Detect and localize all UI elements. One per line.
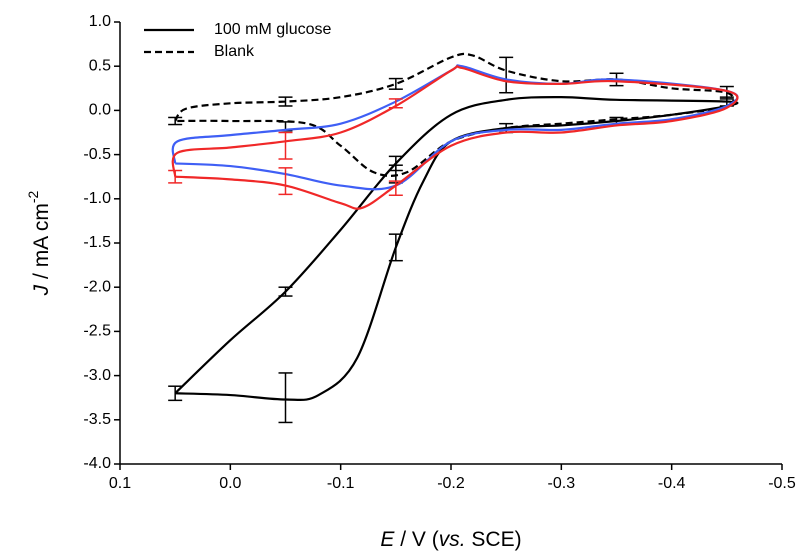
legend-label: 100 mM glucose <box>214 21 331 38</box>
line <box>174 52 735 177</box>
x-tick-label: -0.2 <box>437 475 465 492</box>
error-bar <box>388 98 403 109</box>
y-tick-label: -0.5 <box>83 146 111 163</box>
line <box>171 65 739 210</box>
error-bar <box>278 96 293 107</box>
y-tick-label: 1.0 <box>89 13 111 30</box>
error-bar <box>278 372 293 424</box>
x-tick-label: 0.1 <box>109 475 131 492</box>
y-tick-label: -2.0 <box>83 278 111 295</box>
error-bar <box>278 131 293 160</box>
error-bar <box>278 167 293 196</box>
x-tick-label: -0.4 <box>658 475 686 492</box>
x-tick-label: -0.1 <box>327 475 355 492</box>
error-bar <box>719 85 734 100</box>
error-bar <box>168 169 183 184</box>
error-bar <box>278 286 293 297</box>
error-bar <box>168 385 183 402</box>
y-tick-label: -1.5 <box>83 234 111 251</box>
x-axis-label: E / V (vs. SCE) <box>380 528 521 551</box>
y-tick-label: -3.5 <box>83 411 111 428</box>
error-bar <box>499 56 514 94</box>
y-tick-label: 0.5 <box>89 57 111 74</box>
y-tick-label: -4.0 <box>83 455 111 472</box>
error-bar <box>388 77 403 90</box>
error-bar <box>388 233 403 262</box>
y-axis-label: J / mA cm-2 <box>25 190 53 296</box>
y-tick-label: 0.0 <box>89 102 111 119</box>
y-tick-label: -2.5 <box>83 323 111 340</box>
legend-label: Blank <box>214 43 255 60</box>
x-tick-label: -0.3 <box>548 475 576 492</box>
x-tick-label: -0.5 <box>768 475 796 492</box>
y-tick-label: -1.0 <box>83 190 111 207</box>
error-bar <box>388 180 403 197</box>
error-bar <box>168 116 183 126</box>
x-tick-label: 0.0 <box>219 475 241 492</box>
y-tick-label: -3.0 <box>83 367 111 384</box>
